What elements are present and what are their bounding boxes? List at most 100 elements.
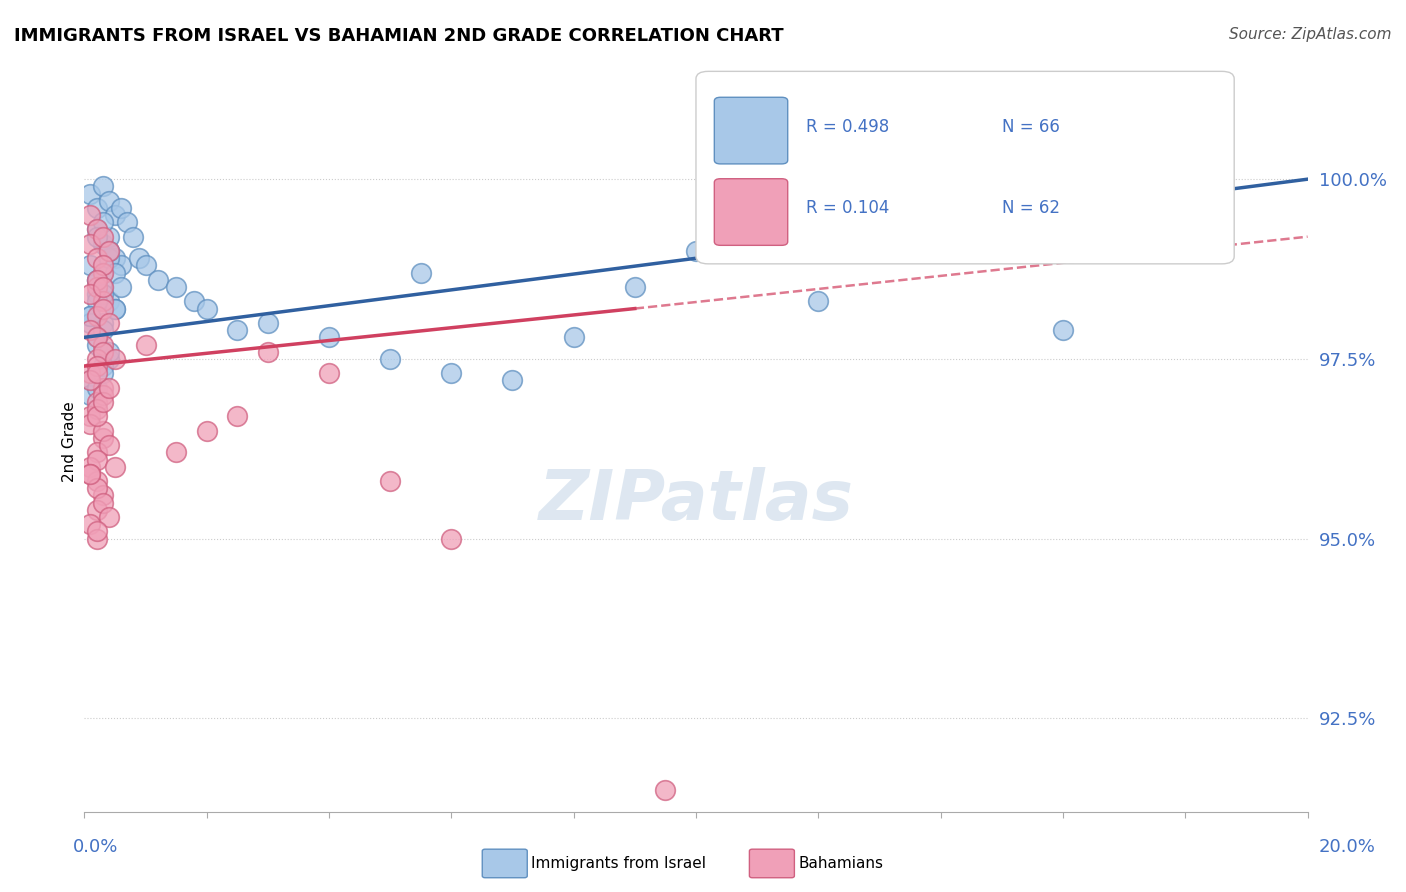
Point	[97, 344, 120, 359]
Point	[86, 294, 108, 309]
Point	[91, 366, 114, 380]
Point	[91, 344, 114, 359]
Point	[86, 229, 108, 244]
Point	[110, 259, 132, 273]
Point	[165, 280, 187, 294]
Point	[79, 287, 101, 301]
Point	[104, 208, 127, 222]
Point	[104, 301, 127, 316]
Point	[79, 323, 101, 337]
Point	[195, 424, 218, 438]
Point	[104, 351, 127, 366]
Point	[79, 467, 101, 481]
Point	[86, 287, 108, 301]
Point	[79, 374, 101, 388]
Point	[79, 259, 101, 273]
Point	[79, 366, 101, 380]
Point	[86, 395, 108, 409]
Point	[91, 215, 114, 229]
Point	[86, 402, 108, 417]
Point	[91, 179, 114, 194]
Point	[79, 517, 101, 532]
Point	[122, 229, 145, 244]
Point	[86, 381, 108, 395]
Point	[86, 330, 108, 344]
Point	[91, 266, 114, 280]
Point	[91, 294, 114, 309]
Text: Bahamians: Bahamians	[799, 856, 883, 871]
Point	[318, 330, 340, 344]
Point	[91, 395, 114, 409]
Point	[807, 294, 830, 309]
Point	[97, 229, 120, 244]
Text: 0.0%: 0.0%	[73, 838, 118, 855]
Point	[86, 273, 108, 287]
Point	[79, 316, 101, 330]
FancyBboxPatch shape	[714, 97, 787, 164]
Point	[86, 252, 108, 266]
Point	[86, 201, 108, 215]
Text: N = 66: N = 66	[1002, 118, 1060, 136]
Point	[91, 488, 114, 502]
Point	[654, 783, 676, 797]
Point	[1021, 186, 1043, 201]
Point	[110, 201, 132, 215]
Point	[135, 259, 157, 273]
Point	[409, 266, 432, 280]
Point	[91, 266, 114, 280]
Point	[257, 316, 280, 330]
Point	[86, 273, 108, 287]
Point	[135, 337, 157, 351]
Point	[91, 280, 114, 294]
Point	[97, 438, 120, 452]
Point	[104, 459, 127, 474]
Point	[110, 280, 132, 294]
Point	[91, 337, 114, 351]
Point	[183, 294, 205, 309]
Point	[86, 222, 108, 236]
Point	[91, 381, 114, 395]
Point	[624, 280, 647, 294]
Point	[128, 252, 150, 266]
Point	[79, 459, 101, 474]
Point	[79, 388, 101, 402]
Point	[91, 259, 114, 273]
Point	[97, 244, 120, 258]
Point	[91, 388, 114, 402]
Y-axis label: 2nd Grade: 2nd Grade	[62, 401, 77, 482]
Point	[86, 330, 108, 344]
Point	[91, 301, 114, 316]
Point	[146, 273, 169, 287]
Point	[97, 294, 120, 309]
Point	[86, 359, 108, 373]
Point	[86, 481, 108, 495]
Point	[86, 524, 108, 539]
Point	[91, 344, 114, 359]
Point	[97, 194, 120, 208]
Point	[86, 366, 108, 380]
Point	[318, 366, 340, 380]
Point	[97, 510, 120, 524]
Point	[226, 409, 249, 424]
Point	[380, 351, 402, 366]
Point	[91, 280, 114, 294]
Point	[91, 229, 114, 244]
Point	[79, 208, 101, 222]
Point	[502, 374, 524, 388]
Point	[685, 244, 707, 258]
Point	[86, 409, 108, 424]
Point	[440, 532, 463, 546]
Point	[91, 431, 114, 445]
Point	[86, 474, 108, 488]
Point	[86, 280, 108, 294]
Point	[86, 452, 108, 467]
Point	[86, 351, 108, 366]
Point	[86, 445, 108, 459]
Point	[86, 503, 108, 517]
Point	[1052, 323, 1074, 337]
Point	[86, 337, 108, 351]
Point	[86, 532, 108, 546]
Point	[91, 287, 114, 301]
Text: IMMIGRANTS FROM ISRAEL VS BAHAMIAN 2ND GRADE CORRELATION CHART: IMMIGRANTS FROM ISRAEL VS BAHAMIAN 2ND G…	[14, 27, 783, 45]
Point	[91, 323, 114, 337]
